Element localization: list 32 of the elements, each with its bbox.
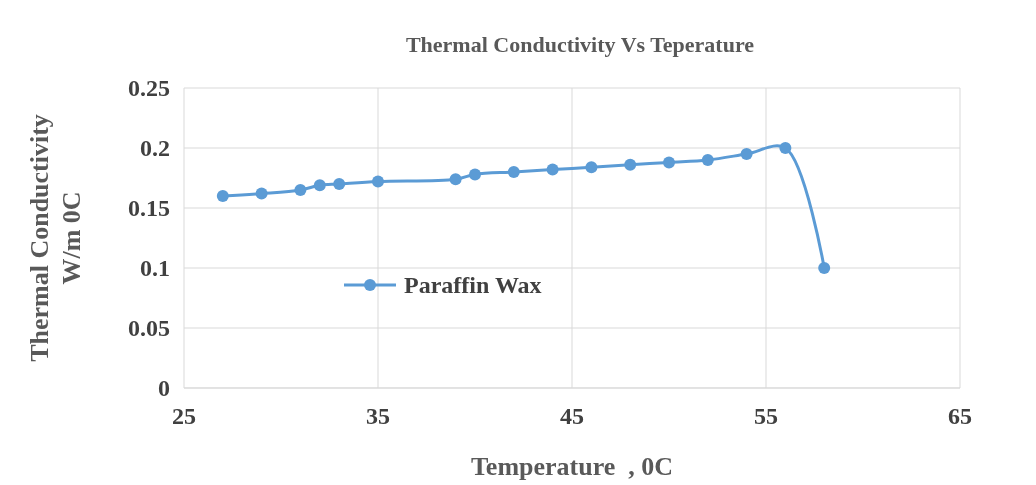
point — [507, 166, 520, 178]
y-axis-title: Thermal Conductivity W/m 0C — [25, 114, 86, 362]
x-tick-label: 65 — [948, 403, 972, 429]
chart-title: Thermal Conductivity Vs Teperature — [405, 32, 755, 57]
y-tick-label: 0.05 — [128, 315, 170, 342]
point — [333, 178, 346, 190]
x-axis-title: Temperature , 0C — [470, 452, 674, 481]
x-tick-label: 45 — [560, 403, 584, 429]
y-tick-label: 0.1 — [140, 255, 170, 282]
point — [779, 142, 792, 154]
y-tick-label: 0.25 — [128, 75, 170, 102]
y-tick-label: 0.2 — [140, 135, 170, 162]
point — [546, 163, 559, 176]
point — [294, 184, 307, 196]
point — [372, 175, 384, 188]
x-tick-label: 35 — [366, 403, 390, 429]
point — [663, 156, 675, 169]
y-tick-label: 0 — [158, 375, 170, 402]
legend-label: Paraffin Wax — [404, 272, 542, 299]
point — [469, 168, 481, 181]
point — [313, 179, 326, 192]
x-tick-label: 25 — [172, 403, 196, 429]
point — [818, 262, 831, 274]
point — [585, 161, 598, 174]
point — [740, 148, 753, 160]
y-tick-label: 0.15 — [128, 195, 170, 222]
point — [255, 187, 268, 200]
x-tick-label: 55 — [754, 403, 778, 429]
point — [449, 173, 462, 186]
point — [701, 154, 714, 166]
point — [624, 158, 637, 171]
point — [216, 190, 229, 202]
